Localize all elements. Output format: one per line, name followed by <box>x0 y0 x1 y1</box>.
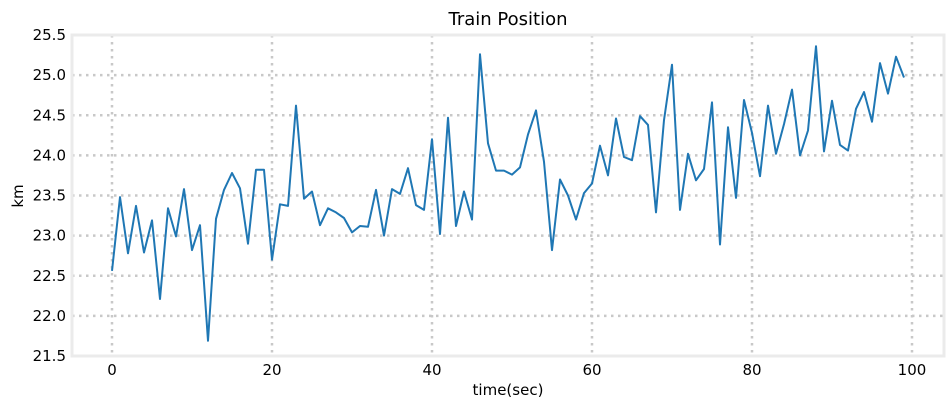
y-tick-label: 22.0 <box>33 307 66 325</box>
x-axis-label: time(sec) <box>473 381 544 399</box>
x-tick-label: 40 <box>422 361 441 379</box>
chart-title: Train Position <box>448 9 568 30</box>
series-group <box>111 45 905 342</box>
x-tick-label: 80 <box>742 361 761 379</box>
x-tick-label: 20 <box>262 361 281 379</box>
y-tick-label: 21.5 <box>33 347 66 365</box>
y-tick-label: 24.0 <box>33 146 66 164</box>
y-tick-label: 23.5 <box>33 187 66 205</box>
x-tick-label: 100 <box>898 361 927 379</box>
y-tick-label: 23.0 <box>33 227 66 245</box>
x-tick-label: 60 <box>582 361 601 379</box>
y-tick-label: 25.5 <box>33 26 66 44</box>
y-axis-label: km <box>9 184 27 207</box>
y-tick-labels: 21.5 22.0 22.5 23.0 23.5 24.0 24.5 25.0 25.5 <box>33 26 66 365</box>
series-line <box>111 45 905 342</box>
y-tick-label: 24.5 <box>33 106 66 124</box>
y-tick-label: 25.0 <box>33 66 66 84</box>
y-tick-label: 22.5 <box>33 267 66 285</box>
x-tick-labels: 0 20 40 60 80 100 <box>107 361 926 379</box>
x-tick-label: 0 <box>107 361 117 379</box>
plot-frame <box>70 33 946 358</box>
